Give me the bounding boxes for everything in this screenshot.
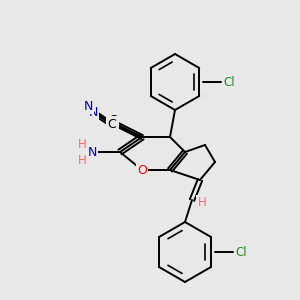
Text: C: C (108, 118, 116, 130)
Text: Cl: Cl (235, 245, 247, 259)
Text: H: H (198, 196, 206, 209)
Text: C: C (109, 115, 117, 128)
Text: N: N (87, 146, 97, 158)
Text: H: H (78, 154, 86, 166)
Text: N: N (88, 106, 98, 119)
Text: O: O (137, 164, 147, 176)
Text: N: N (83, 100, 93, 112)
Text: Cl: Cl (223, 76, 235, 88)
Text: H: H (78, 137, 86, 151)
